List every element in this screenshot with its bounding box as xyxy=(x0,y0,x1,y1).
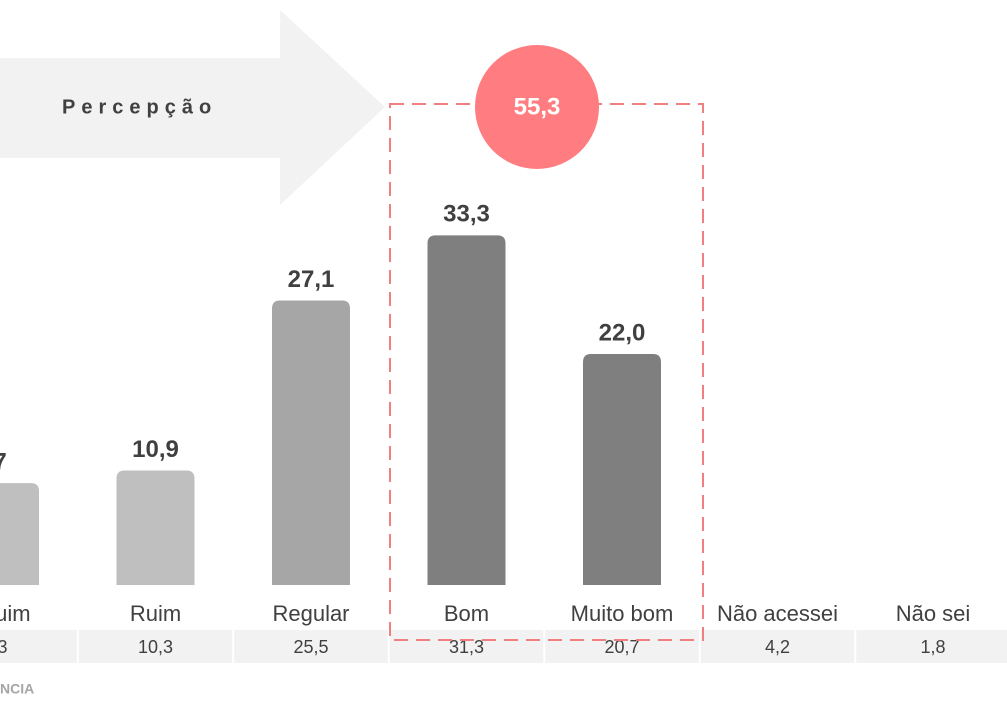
category-label: o ruim xyxy=(0,601,31,626)
value-label: 10,9 xyxy=(132,436,179,463)
category-label: Regular xyxy=(272,601,349,626)
category-label: Não sei xyxy=(896,601,971,626)
bar xyxy=(116,470,195,585)
value-label: 22,0 xyxy=(599,319,646,346)
value-label: 7 xyxy=(0,448,7,475)
table-value: 1,8 xyxy=(920,637,945,657)
table-value: 4,2 xyxy=(765,637,790,657)
category-label: Bom xyxy=(444,601,489,626)
bar xyxy=(583,354,661,585)
arrow xyxy=(0,10,385,205)
table-value: ,3 xyxy=(0,637,8,657)
table-value: 25,5 xyxy=(293,637,328,657)
table-cell xyxy=(856,630,1007,663)
table-value: 10,3 xyxy=(138,637,173,657)
table-cell xyxy=(700,630,855,663)
total-circle xyxy=(475,45,599,169)
table-cell xyxy=(0,630,77,663)
total-label: 55,3 xyxy=(514,93,561,120)
value-label: 27,1 xyxy=(288,266,335,293)
table-cell xyxy=(545,630,699,663)
table-cell xyxy=(389,630,544,663)
table-cell xyxy=(234,630,388,663)
category-label: Ruim xyxy=(130,601,181,626)
category-label: Não acessei xyxy=(717,601,838,626)
table-cell xyxy=(78,630,233,663)
table-value: 31,3 xyxy=(449,637,484,657)
category-label: Muito bom xyxy=(571,601,674,626)
table-value: 20,7 xyxy=(604,637,639,657)
bar xyxy=(0,483,39,585)
bar xyxy=(427,235,506,585)
bar xyxy=(272,300,350,585)
footer: NCIA xyxy=(0,681,34,697)
arrow-label: Percepção xyxy=(62,96,217,118)
value-label: 33,3 xyxy=(443,201,490,228)
